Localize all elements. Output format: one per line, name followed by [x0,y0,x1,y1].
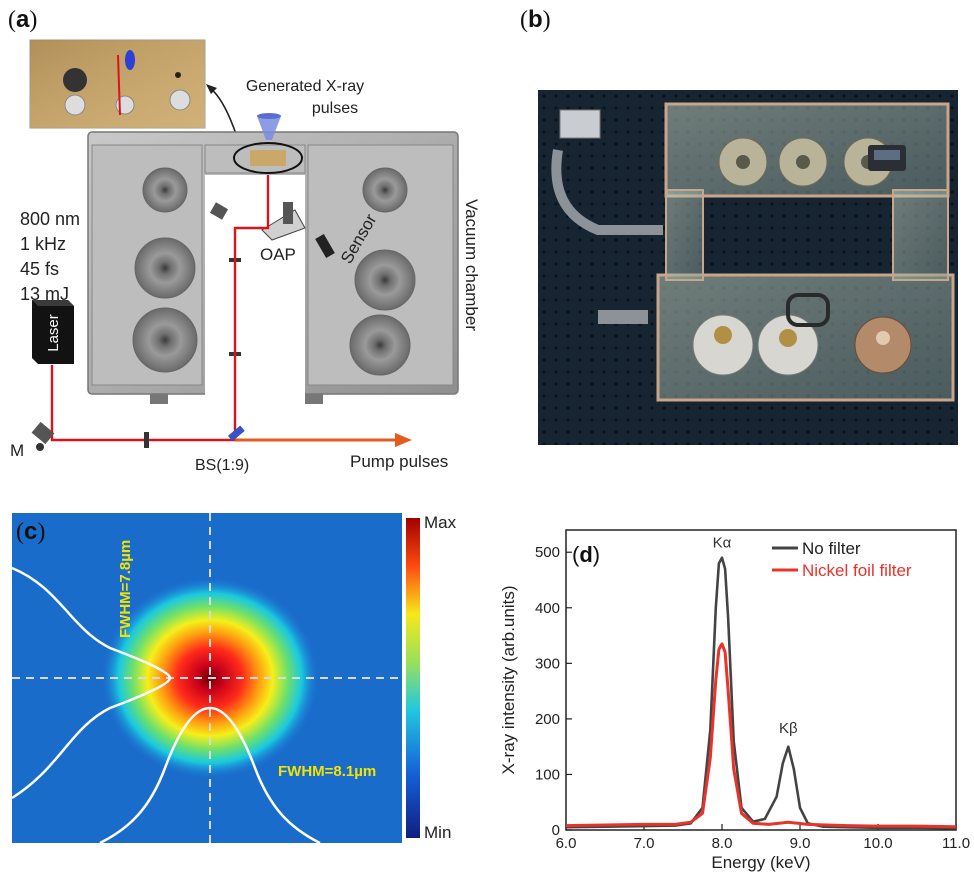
laser-param-wavelength: 800 nm [20,209,80,229]
laser-param-energy: 13 mJ [20,284,69,304]
generated-xray-label-line1: Generated X-ray [246,78,364,95]
panel-a-label: (a) [8,6,38,33]
legend-entry: Nickel foil filter [802,561,912,580]
vertical-profile [11,566,172,800]
peak-ka-label: Kα [713,534,732,551]
panel-b-label: (b) [520,6,551,33]
y-tick-label: 0 [552,822,560,839]
horizontal-profile [99,706,321,845]
oap-label: OAP [260,245,296,264]
x-tick-label: 9.0 [790,835,811,852]
mirror-label: M [10,441,24,460]
colorbar-max-label: Max [424,513,457,532]
vacuum-chamber-label: Vacuum chamber [462,199,480,331]
x-tick-label: 11.0 [942,835,970,852]
laser-param-rate: 1 kHz [20,234,66,254]
chart-legend: No filter Nickel foil filter [772,539,912,580]
colorbar-min-label: Min [424,823,451,842]
mirror-m [31,421,55,451]
y-tick-label: 500 [535,544,560,561]
panel-d-label: (d) [572,542,600,567]
beamsplitter [227,425,245,442]
y-tick-label: 100 [535,766,560,783]
laser-param-duration: 45 fs [20,259,59,279]
panel-a-schematic: Laser Generated X-ray pulses 800 nm 1 kH… [10,39,480,474]
x-axis-label: Energy (keV) [711,853,810,872]
plot-frame [565,529,957,831]
beamsplitter-label: BS(1:9) [195,457,249,474]
fwhm-vertical-label: FWHM=7.8µm [117,540,134,638]
x-tick-label: 8.0 [712,835,733,852]
y-tick-label: 300 [535,655,560,672]
generated-xray-label-line2: pulses [312,100,358,117]
colorbar [406,518,420,838]
panel-c-focal-spot: FWHM=7.8µm FWHM=8.1µm Max Min [11,513,457,845]
pump-arrow [395,433,412,447]
x-tick-label: 7.0 [634,835,655,852]
x-tick-label: 10.0 [863,835,892,852]
xray-cone [257,116,281,140]
y-axis-label: X-ray intensity (arb.units) [499,586,518,775]
panel-d-spectrum-chart: 6.0 7.0 8.0 9.0 10.0 11.0 0 100 200 300 400 500 Ener… [499,529,970,872]
sensor-block [315,233,335,259]
peak-kb-label: Kβ [779,720,798,737]
laser-box [32,300,74,364]
pump-pulses-label: Pump pulses [350,452,448,471]
series-line-no-filter [565,556,957,830]
x-tick-label: 6.0 [556,835,577,852]
series-line-nickel-foil-filter [565,642,957,829]
y-tick-label: 200 [535,711,560,728]
y-tick-label: 400 [535,600,560,617]
legend-entry: No filter [802,539,861,558]
fwhm-horizontal-label: FWHM=8.1µm [278,763,376,780]
laser-label: Laser [45,314,62,352]
panel-b-photo [538,90,958,445]
panel-c-label: (c) [16,518,46,545]
